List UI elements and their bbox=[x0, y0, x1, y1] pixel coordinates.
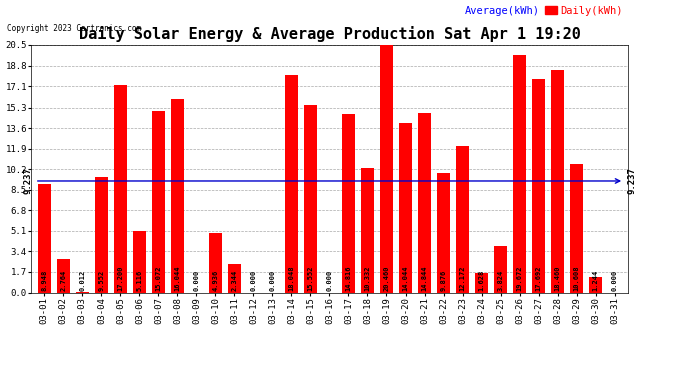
Text: 17.200: 17.200 bbox=[117, 265, 124, 291]
Text: 16.044: 16.044 bbox=[175, 265, 180, 291]
Text: 5.116: 5.116 bbox=[137, 270, 142, 291]
Text: 20.460: 20.460 bbox=[384, 265, 389, 291]
Bar bbox=[285, 75, 298, 292]
Bar bbox=[38, 184, 51, 292]
Bar bbox=[152, 111, 165, 292]
Text: 18.460: 18.460 bbox=[555, 265, 560, 291]
Text: 14.044: 14.044 bbox=[402, 265, 408, 291]
Legend: Average(kWh), Daily(kWh): Average(kWh), Daily(kWh) bbox=[448, 6, 622, 16]
Text: 17.692: 17.692 bbox=[535, 265, 542, 291]
Text: 18.048: 18.048 bbox=[288, 265, 295, 291]
Text: 14.844: 14.844 bbox=[422, 265, 428, 291]
Bar bbox=[361, 168, 374, 292]
Text: 0.000: 0.000 bbox=[611, 270, 618, 291]
Text: 0.000: 0.000 bbox=[250, 270, 257, 291]
Text: 10.332: 10.332 bbox=[364, 265, 371, 291]
Text: 14.816: 14.816 bbox=[346, 265, 351, 291]
Bar bbox=[532, 79, 545, 292]
Bar bbox=[551, 70, 564, 292]
Text: 1.628: 1.628 bbox=[479, 270, 484, 291]
Text: 9.876: 9.876 bbox=[440, 270, 446, 291]
Text: 4.936: 4.936 bbox=[213, 270, 219, 291]
Text: 10.608: 10.608 bbox=[573, 265, 580, 291]
Text: 12.172: 12.172 bbox=[460, 265, 466, 291]
Bar bbox=[589, 278, 602, 292]
Bar bbox=[95, 177, 108, 292]
Text: 2.764: 2.764 bbox=[60, 270, 66, 291]
Bar bbox=[418, 113, 431, 292]
Text: 8.948: 8.948 bbox=[41, 270, 48, 291]
Text: 0.000: 0.000 bbox=[326, 270, 333, 291]
Text: 2.344: 2.344 bbox=[231, 270, 237, 291]
Text: 15.072: 15.072 bbox=[155, 265, 161, 291]
Bar bbox=[570, 164, 583, 292]
Bar bbox=[132, 231, 146, 292]
Bar bbox=[304, 105, 317, 292]
Text: 9.552: 9.552 bbox=[99, 270, 104, 291]
Bar bbox=[114, 85, 127, 292]
Text: 1.244: 1.244 bbox=[593, 270, 599, 291]
Text: Copyright 2023 Cartronics.com: Copyright 2023 Cartronics.com bbox=[7, 24, 141, 33]
Bar bbox=[456, 146, 469, 292]
Bar bbox=[170, 99, 184, 292]
Bar bbox=[437, 173, 450, 292]
Bar bbox=[494, 246, 507, 292]
Bar bbox=[57, 259, 70, 292]
Text: 3.824: 3.824 bbox=[497, 270, 504, 291]
Bar bbox=[209, 233, 222, 292]
Text: 0.000: 0.000 bbox=[270, 270, 275, 291]
Bar bbox=[342, 114, 355, 292]
Bar bbox=[513, 55, 526, 292]
Bar bbox=[399, 123, 412, 292]
Text: 9.237: 9.237 bbox=[24, 168, 33, 194]
Text: 19.672: 19.672 bbox=[517, 265, 522, 291]
Text: 0.012: 0.012 bbox=[79, 270, 86, 291]
Text: 9.237: 9.237 bbox=[628, 168, 637, 194]
Bar bbox=[475, 273, 489, 292]
Text: 15.552: 15.552 bbox=[308, 265, 313, 291]
Bar bbox=[380, 45, 393, 292]
Bar bbox=[228, 264, 241, 292]
Text: 0.000: 0.000 bbox=[193, 270, 199, 291]
Title: Daily Solar Energy & Average Production Sat Apr 1 19:20: Daily Solar Energy & Average Production … bbox=[79, 27, 580, 42]
